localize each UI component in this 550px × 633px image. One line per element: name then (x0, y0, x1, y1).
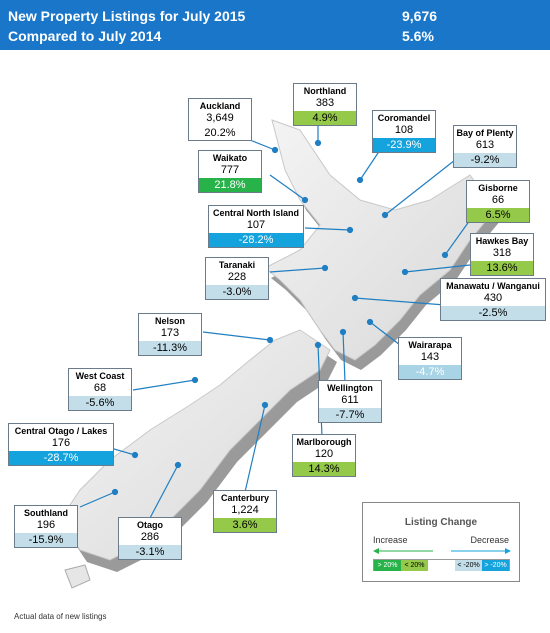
region-name: Wairarapa (408, 340, 452, 350)
region-change: 13.6% (471, 261, 533, 275)
title-banner: New Property Listings for July 2015 9,67… (0, 0, 550, 50)
region-count: 68 (93, 382, 107, 394)
region-name: Central Otago / Lakes (14, 426, 108, 436)
region-change: -3.1% (119, 545, 181, 559)
region-change: -7.7% (319, 408, 381, 422)
legend-title: Listing Change (404, 517, 478, 528)
region-change: -28.7% (9, 451, 113, 465)
region-count: 196 (36, 519, 56, 531)
region-count: 286 (140, 531, 160, 543)
region-box-manawatu: Manawatu / Wanganui 430 -2.5% (440, 278, 546, 321)
region-count: 3,649 (206, 112, 234, 124)
legend-increase-label: Increase (373, 535, 408, 545)
region-count: 108 (394, 124, 414, 136)
region-count: 173 (160, 327, 180, 339)
region-box-wairarapa: Wairarapa 143 -4.7% (398, 337, 462, 380)
region-name: Northland (303, 86, 347, 96)
region-change: 3.6% (214, 518, 276, 532)
region-change: -4.7% (399, 365, 461, 379)
region-change: 21.8% (199, 178, 261, 192)
region-change: 6.5% (467, 208, 529, 222)
legend-decrease-label: Decrease (470, 535, 509, 545)
region-name: Bay of Plenty (456, 128, 514, 138)
region-name: Otago (137, 520, 163, 530)
region-box-gisborne: Gisborne 66 6.5% (466, 180, 530, 223)
region-name: Marlborough (296, 437, 352, 447)
region-change: -9.2% (454, 153, 516, 167)
region-box-hawkes-bay: Hawkes Bay 318 13.6% (470, 233, 534, 276)
stewart-island (64, 564, 91, 589)
region-count: 318 (492, 247, 512, 259)
region-box-coromandel: Coromandel 108 -23.9% (372, 110, 436, 153)
nz-map (59, 119, 501, 589)
region-change: -3.0% (206, 285, 268, 299)
swatch-gt20: > 20% (374, 560, 401, 571)
region-change: -28.2% (209, 233, 303, 247)
map-area: Northland 383 4.9% Auckland 3,649 20.2% … (0, 50, 550, 610)
region-box-waikato: Waikato 777 21.8% (198, 150, 262, 193)
region-name: Taranaki (218, 260, 256, 270)
region-name: Auckland (199, 101, 241, 111)
region-box-nelson: Nelson 173 -11.3% (138, 313, 202, 356)
region-change: -15.9% (15, 533, 77, 547)
swatch-lt20: < 20% (401, 560, 428, 571)
region-box-wellington: Wellington 611 -7.7% (318, 380, 382, 423)
region-change: -5.6% (69, 396, 131, 410)
south-island (59, 329, 331, 561)
region-box-northland: Northland 383 4.9% (293, 83, 357, 126)
legend: Listing Change Increase Decrease > 20% <… (362, 502, 520, 582)
region-count: 120 (314, 448, 334, 460)
region-box-bay-of-plenty: Bay of Plenty 613 -9.2% (453, 125, 517, 168)
region-name: Coromandel (377, 113, 431, 123)
leader-lines (79, 125, 471, 519)
region-change: 14.3% (293, 462, 355, 476)
swatch-neg-gt20: > -20% (482, 560, 509, 571)
comparison-value: 5.6% (402, 28, 434, 44)
region-box-otago: Otago 286 -3.1% (118, 517, 182, 560)
region-count: 176 (51, 437, 71, 449)
legend-arrows (373, 548, 511, 554)
swatch-neutral (428, 560, 455, 571)
region-change: -2.5% (441, 306, 545, 320)
comparison-title: Compared to July 2014 (8, 28, 162, 44)
region-change: 20.2% (204, 127, 236, 139)
region-box-marlborough: Marlborough 120 14.3% (292, 434, 356, 477)
region-box-central-otago: Central Otago / Lakes 176 -28.7% (8, 423, 114, 466)
region-count: 66 (491, 194, 505, 206)
swatch-neg-lt20: < -20% (455, 560, 482, 571)
region-name: Hawkes Bay (475, 236, 529, 246)
region-name: Waikato (212, 153, 248, 163)
region-box-southland: Southland 196 -15.9% (14, 505, 78, 548)
region-box-west-coast: West Coast 68 -5.6% (68, 368, 132, 411)
region-count: 613 (475, 139, 495, 151)
region-count: 1,224 (231, 504, 259, 516)
region-box-central-north-island: Central North Island 107 -28.2% (208, 205, 304, 248)
region-count: 430 (483, 292, 503, 304)
listings-total: 9,676 (402, 8, 438, 24)
region-name: Southland (24, 508, 68, 518)
region-box-canterbury: Canterbury 1,224 3.6% (213, 490, 277, 533)
region-count: 228 (227, 271, 247, 283)
region-count: 383 (315, 97, 335, 109)
region-change: 4.9% (294, 111, 356, 125)
region-name: Nelson (154, 316, 185, 326)
region-name: Gisborne (478, 183, 518, 193)
region-name: Central North Island (212, 208, 299, 218)
footnote: Actual data of new listings (14, 612, 107, 621)
region-name: Wellington (327, 383, 373, 393)
listings-title: New Property Listings for July 2015 (8, 8, 246, 24)
region-count: 611 (341, 394, 359, 406)
region-box-taranaki: Taranaki 228 -3.0% (205, 257, 269, 300)
region-count: 143 (420, 351, 440, 363)
legend-swatches: > 20% < 20% < -20% > -20% (373, 559, 510, 571)
region-name: West Coast (75, 371, 125, 381)
region-change: -11.3% (139, 341, 201, 355)
region-count: 777 (220, 164, 240, 176)
region-name: Canterbury (220, 493, 269, 503)
region-count: 107 (246, 219, 266, 231)
region-name: Manawatu / Wanganui (446, 281, 540, 291)
region-change: -23.9% (373, 138, 435, 152)
region-box-auckland: Auckland 3,649 20.2% (188, 98, 252, 141)
